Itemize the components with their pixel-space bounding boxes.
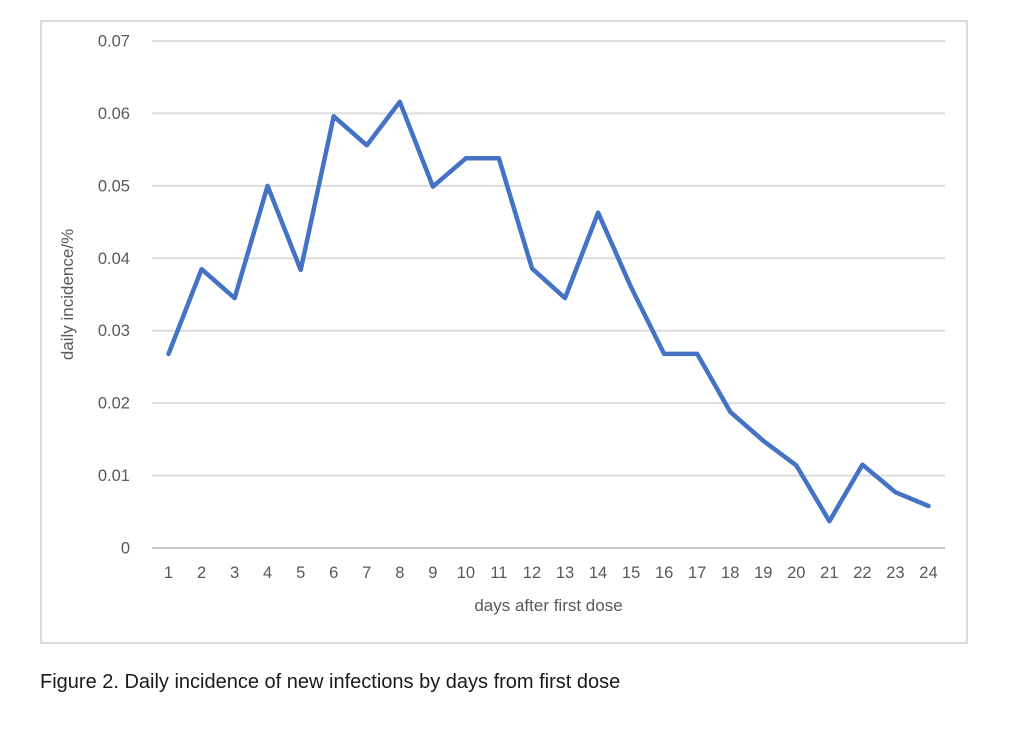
x-tick-label: 24 bbox=[919, 564, 937, 582]
x-tick-label: 5 bbox=[296, 564, 305, 582]
y-tick-label: 0.04 bbox=[98, 250, 130, 268]
y-tick-label: 0.06 bbox=[98, 105, 130, 123]
chart-frame: 0 0.01 0.02 0.03 0.04 0.05 0.06 0.07 1 2 3 4 5 6 7 8 9 10… bbox=[40, 20, 968, 644]
x-tick-label: 9 bbox=[428, 564, 437, 582]
y-tick-label: 0.01 bbox=[98, 467, 130, 485]
x-tick-label: 2 bbox=[197, 564, 206, 582]
x-tick-label: 19 bbox=[754, 564, 772, 582]
x-tick-label: 15 bbox=[622, 564, 640, 582]
x-tick-label: 13 bbox=[556, 564, 574, 582]
y-tick-label: 0.07 bbox=[98, 33, 130, 51]
x-axis-title: days after first dose bbox=[474, 596, 622, 615]
x-tick-label: 6 bbox=[329, 564, 338, 582]
x-tick-label: 18 bbox=[721, 564, 739, 582]
x-tick-label: 4 bbox=[263, 564, 272, 582]
x-tick-label: 10 bbox=[457, 564, 475, 582]
y-tick-label: 0 bbox=[121, 540, 130, 558]
y-axis-title: daily incidence/% bbox=[58, 229, 77, 360]
y-tick-label: 0.03 bbox=[98, 322, 130, 340]
x-tick-label: 7 bbox=[362, 564, 371, 582]
y-tick-label: 0.02 bbox=[98, 395, 130, 413]
x-tick-label: 11 bbox=[490, 564, 507, 582]
x-tick-label: 14 bbox=[589, 564, 607, 582]
x-tick-label: 23 bbox=[886, 564, 904, 582]
x-tick-label: 12 bbox=[523, 564, 541, 582]
x-tick-label: 22 bbox=[853, 564, 871, 582]
y-tick-label: 0.05 bbox=[98, 177, 130, 195]
x-tick-label: 20 bbox=[787, 564, 805, 582]
figure-caption: Figure 2. Daily incidence of new infecti… bbox=[40, 671, 621, 693]
x-tick-label: 3 bbox=[230, 564, 239, 582]
x-tick-label: 1 bbox=[164, 564, 173, 582]
incidence-line-chart: 00.010.020.030.040.050.060.071 2 3 4 5 6 7 8 9 10… bbox=[58, 33, 945, 615]
x-tick-label: 17 bbox=[688, 564, 706, 582]
series-line-daily-incidence bbox=[166, 99, 931, 524]
x-tick-label: 21 bbox=[820, 564, 838, 582]
x-tick-label: 8 bbox=[395, 564, 404, 582]
x-tick-label: 16 bbox=[655, 564, 673, 582]
